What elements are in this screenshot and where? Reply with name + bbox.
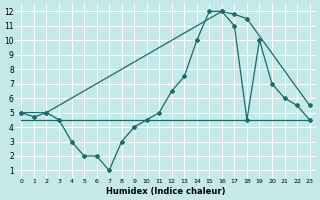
X-axis label: Humidex (Indice chaleur): Humidex (Indice chaleur): [106, 187, 225, 196]
